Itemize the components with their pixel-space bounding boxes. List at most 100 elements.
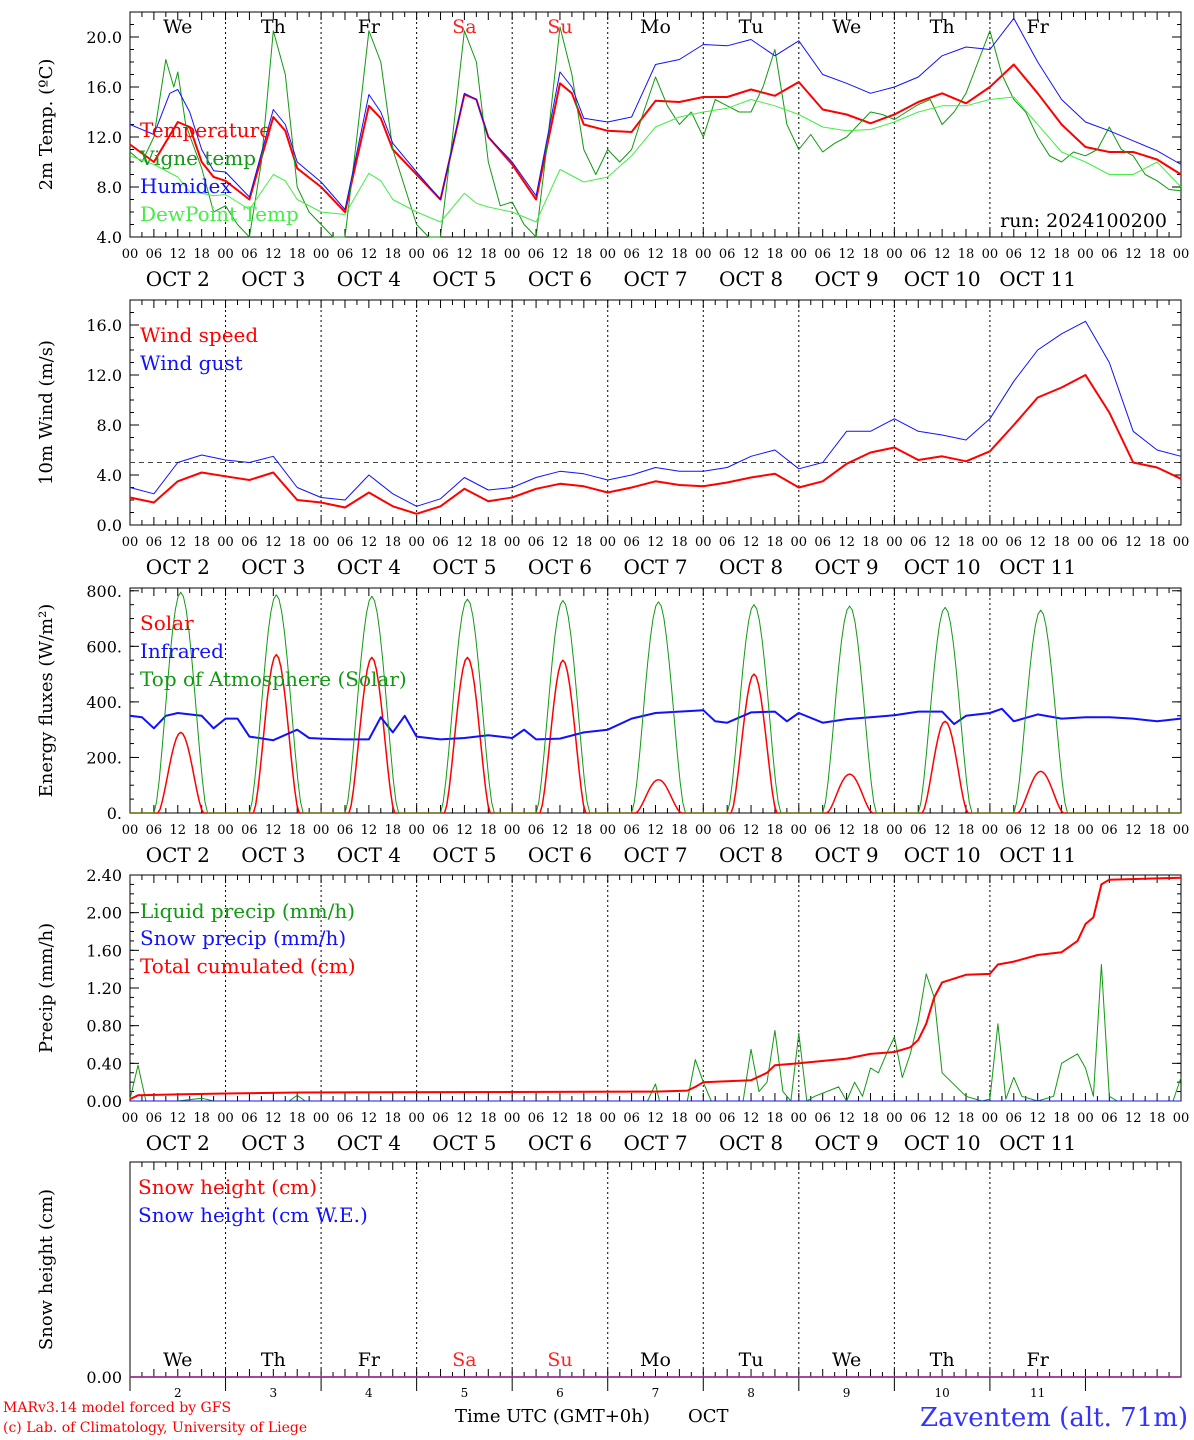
date-label: OCT 7: [623, 267, 687, 291]
hour-tick-label: 06: [1101, 247, 1118, 262]
hour-tick-label: 06: [719, 247, 736, 262]
y-tick-label: 1.20: [86, 979, 122, 998]
hour-tick-label: 00: [1077, 1111, 1094, 1126]
day-number-label: 3: [269, 1386, 277, 1400]
series-line-wind-speed: [129, 374, 1182, 515]
legend-entry: Humidex: [140, 174, 232, 198]
hour-tick-label: 00: [408, 1111, 425, 1126]
weekday-label: Sa: [452, 16, 476, 38]
hour-tick-label: 00: [982, 1111, 999, 1126]
hour-tick-label: 00: [122, 247, 139, 262]
hour-tick-label: 12: [934, 247, 951, 262]
hour-tick-label: 18: [671, 535, 688, 550]
hour-tick-label: 00: [1173, 1111, 1190, 1126]
y-tick-label: 4.0: [97, 466, 122, 485]
legend-entry: Top of Atmosphere (Solar): [140, 667, 407, 691]
hour-tick-label: 00: [217, 247, 234, 262]
series-line-infrared: [129, 707, 1182, 742]
hour-tick-label: 00: [1077, 535, 1094, 550]
hour-tick-label: 06: [814, 247, 831, 262]
hour-tick-label: 18: [1053, 823, 1070, 838]
hour-tick-label: 18: [958, 535, 975, 550]
hour-tick-label: 06: [432, 247, 449, 262]
hour-tick-label: 06: [528, 1111, 545, 1126]
y-tick-label: 8.0: [97, 416, 122, 435]
hour-tick-label: 00: [408, 823, 425, 838]
y-axis-label: Precip (mm/h): [36, 923, 57, 1053]
hour-tick-label: 06: [623, 1111, 640, 1126]
hour-tick-label: 00: [504, 823, 521, 838]
y-tick-label: 20.0: [86, 28, 122, 47]
hour-tick-label: 00: [695, 823, 712, 838]
hour-tick-label: 12: [1029, 535, 1046, 550]
legend-entry: Snow height (cm W.E.): [138, 1203, 368, 1227]
hour-tick-label: 12: [1125, 1111, 1142, 1126]
date-label: OCT 4: [337, 267, 401, 291]
hour-tick-label: 00: [599, 1111, 616, 1126]
date-label: OCT 11: [999, 843, 1076, 867]
hour-tick-label: 12: [647, 247, 664, 262]
hour-tick-label: 12: [456, 247, 473, 262]
hour-tick-label: 00: [122, 823, 139, 838]
hour-tick-label: 18: [958, 247, 975, 262]
day-number-label: 4: [365, 1386, 373, 1400]
hour-tick-label: 00: [982, 247, 999, 262]
y-tick-label: 2.00: [86, 904, 122, 923]
legend-entry: Wind speed: [140, 323, 258, 347]
hour-tick-label: 12: [1029, 1111, 1046, 1126]
hour-tick-label: 06: [1101, 1111, 1118, 1126]
hour-tick-label: 00: [504, 535, 521, 550]
date-label: OCT 3: [241, 843, 305, 867]
weekday-label: Fr: [1027, 16, 1050, 38]
hour-tick-label: 00: [122, 1111, 139, 1126]
day-number-label: 5: [461, 1386, 469, 1400]
hour-tick-label: 18: [576, 535, 593, 550]
y-tick-label: 0.: [107, 804, 122, 823]
weekday-label: Tu: [739, 16, 764, 38]
hour-tick-label: 06: [528, 247, 545, 262]
day-number-label: 2: [174, 1386, 182, 1400]
hour-tick-label: 00: [504, 1111, 521, 1126]
hour-tick-label: 18: [193, 247, 210, 262]
hour-tick-label: 00: [504, 247, 521, 262]
hour-tick-label: 12: [647, 535, 664, 550]
series-line-dewpoint-temp: [129, 96, 1182, 223]
hour-tick-label: 06: [432, 823, 449, 838]
date-label: OCT 4: [337, 843, 401, 867]
hour-tick-label: 12: [934, 1111, 951, 1126]
hour-tick-label: 18: [289, 823, 306, 838]
hour-tick-label: 18: [862, 535, 879, 550]
weekday-label: Fr: [1027, 1349, 1050, 1371]
month-label: OCT: [688, 1406, 729, 1427]
hour-tick-label: 00: [886, 247, 903, 262]
date-label: OCT 2: [146, 843, 210, 867]
hour-tick-label: 06: [241, 535, 258, 550]
hour-tick-label: 12: [838, 823, 855, 838]
date-label: OCT 5: [432, 267, 496, 291]
hour-tick-label: 18: [193, 823, 210, 838]
hour-tick-label: 18: [1149, 823, 1166, 838]
y-tick-label: 800.: [86, 582, 122, 601]
hour-tick-label: 12: [934, 535, 951, 550]
hour-tick-label: 06: [337, 823, 354, 838]
series-line-vigne-temp: [129, 26, 1182, 238]
date-label: OCT 4: [337, 555, 401, 579]
hour-tick-label: 12: [1125, 823, 1142, 838]
date-label: OCT 3: [241, 267, 305, 291]
date-label: OCT 10: [904, 267, 981, 291]
hour-tick-label: 12: [1125, 535, 1142, 550]
hour-tick-label: 06: [623, 247, 640, 262]
hour-tick-label: 18: [1053, 1111, 1070, 1126]
hour-tick-label: 12: [743, 535, 760, 550]
hour-tick-label: 06: [432, 1111, 449, 1126]
hour-tick-label: 00: [791, 823, 808, 838]
hour-tick-label: 12: [934, 823, 951, 838]
y-tick-label: 16.0: [86, 316, 122, 335]
date-label: OCT 11: [999, 1131, 1076, 1155]
hour-tick-label: 18: [767, 1111, 784, 1126]
hour-tick-label: 06: [814, 823, 831, 838]
date-label: OCT 10: [904, 843, 981, 867]
hour-tick-label: 06: [146, 535, 163, 550]
day-number-label: 11: [1030, 1386, 1045, 1400]
hour-tick-label: 12: [1125, 247, 1142, 262]
